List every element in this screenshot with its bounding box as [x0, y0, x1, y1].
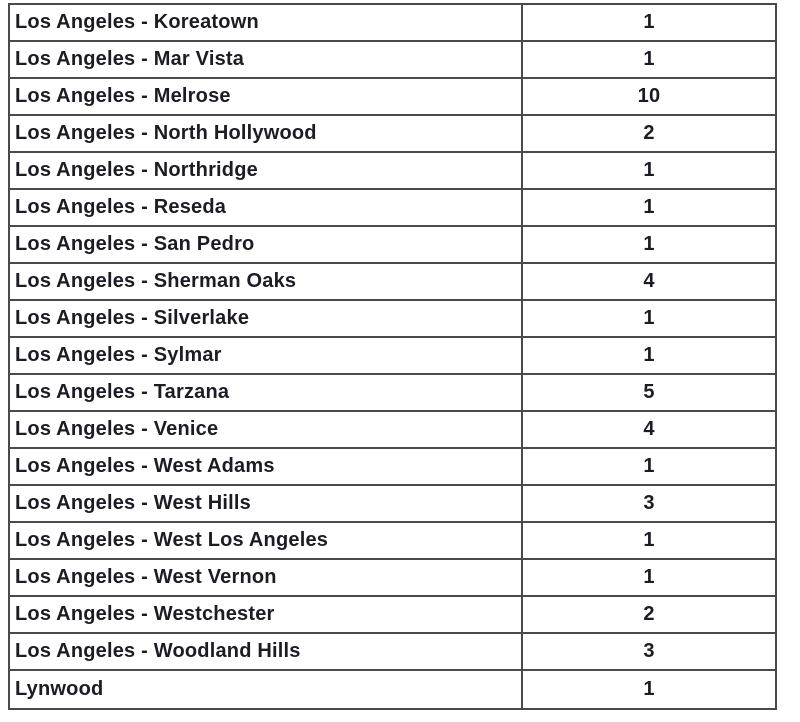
count-cell[interactable]: 1 [523, 338, 775, 373]
count-label: 5 [643, 381, 655, 403]
count-cell[interactable]: 1 [523, 190, 775, 225]
location-cell[interactable]: Los Angeles - Sylmar [10, 338, 523, 373]
location-cell[interactable]: Los Angeles - North Hollywood [10, 116, 523, 151]
table-row: Los Angeles - North Hollywood 2 [10, 116, 775, 153]
location-cell[interactable]: Los Angeles - Woodland Hills [10, 634, 523, 669]
count-label: 4 [643, 270, 655, 292]
location-label: Los Angeles - Silverlake [15, 307, 250, 329]
count-label: 1 [643, 529, 655, 551]
count-label: 1 [643, 159, 655, 181]
count-cell[interactable]: 10 [523, 79, 775, 114]
count-label: 1 [643, 233, 655, 255]
location-cell[interactable]: Los Angeles - Silverlake [10, 301, 523, 336]
table-row: Los Angeles - Tarzana 5 [10, 375, 775, 412]
count-label: 1 [643, 455, 655, 477]
count-cell[interactable]: 1 [523, 523, 775, 558]
table-row: Los Angeles - Reseda 1 [10, 190, 775, 227]
count-cell[interactable]: 5 [523, 375, 775, 410]
count-label: 1 [643, 344, 655, 366]
count-label: 10 [637, 85, 661, 107]
count-cell[interactable]: 1 [523, 301, 775, 336]
count-label: 1 [643, 566, 655, 588]
location-cell[interactable]: Los Angeles - West Vernon [10, 560, 523, 595]
location-cell[interactable]: Lynwood [10, 671, 523, 708]
location-label: Lynwood [15, 678, 104, 700]
location-cell[interactable]: Los Angeles - Mar Vista [10, 42, 523, 77]
location-label: Los Angeles - North Hollywood [15, 122, 317, 144]
table-row: Los Angeles - West Hills 3 [10, 486, 775, 523]
location-cell[interactable]: Los Angeles - Westchester [10, 597, 523, 632]
location-cell[interactable]: Los Angeles - West Adams [10, 449, 523, 484]
location-label: Los Angeles - West Los Angeles [15, 529, 329, 551]
location-label: Los Angeles - Northridge [15, 159, 258, 181]
count-cell[interactable]: 2 [523, 597, 775, 632]
count-cell[interactable]: 1 [523, 560, 775, 595]
location-cell[interactable]: Los Angeles - Reseda [10, 190, 523, 225]
count-label: 2 [643, 122, 655, 144]
table-row: Los Angeles - Woodland Hills 3 [10, 634, 775, 671]
table-row: Los Angeles - West Vernon 1 [10, 560, 775, 597]
count-label: 1 [643, 11, 655, 33]
location-label: Los Angeles - Sherman Oaks [15, 270, 297, 292]
count-cell[interactable]: 4 [523, 264, 775, 299]
table-row: Los Angeles - San Pedro 1 [10, 227, 775, 264]
location-label: Los Angeles - Westchester [15, 603, 275, 625]
count-cell[interactable]: 1 [523, 449, 775, 484]
table-row: Los Angeles - Mar Vista 1 [10, 42, 775, 79]
count-cell[interactable]: 3 [523, 634, 775, 669]
count-label: 2 [643, 603, 655, 625]
table-row: Los Angeles - Venice 4 [10, 412, 775, 449]
count-label: 1 [643, 196, 655, 218]
count-label: 1 [643, 678, 655, 700]
table-row: Los Angeles - Westchester 2 [10, 597, 775, 634]
table-row: Los Angeles - Sherman Oaks 4 [10, 264, 775, 301]
count-cell[interactable]: 1 [523, 227, 775, 262]
location-cell[interactable]: Los Angeles - San Pedro [10, 227, 523, 262]
location-label: Los Angeles - Reseda [15, 196, 227, 218]
count-label: 1 [643, 307, 655, 329]
count-label: 1 [643, 48, 655, 70]
count-cell[interactable]: 1 [523, 42, 775, 77]
location-label: Los Angeles - Venice [15, 418, 219, 440]
count-cell[interactable]: 1 [523, 153, 775, 188]
table-row: Los Angeles - Koreatown 1 [10, 5, 775, 42]
table-row: Los Angeles - Melrose 10 [10, 79, 775, 116]
table-row: Los Angeles - West Adams 1 [10, 449, 775, 486]
location-cell[interactable]: Los Angeles - Venice [10, 412, 523, 447]
location-cell[interactable]: Los Angeles - Northridge [10, 153, 523, 188]
location-cell[interactable]: Los Angeles - West Hills [10, 486, 523, 521]
location-label: Los Angeles - Sylmar [15, 344, 222, 366]
count-cell[interactable]: 2 [523, 116, 775, 151]
location-label: Los Angeles - Mar Vista [15, 48, 245, 70]
table-row: Los Angeles - Northridge 1 [10, 153, 775, 190]
location-cell[interactable]: Los Angeles - Tarzana [10, 375, 523, 410]
table-row: Los Angeles - Sylmar 1 [10, 338, 775, 375]
location-cell[interactable]: Los Angeles - Sherman Oaks [10, 264, 523, 299]
table-row: Los Angeles - Silverlake 1 [10, 301, 775, 338]
table-row: Los Angeles - West Los Angeles 1 [10, 523, 775, 560]
location-label: Los Angeles - West Hills [15, 492, 251, 514]
table-row: Lynwood 1 [10, 671, 775, 708]
count-cell[interactable]: 3 [523, 486, 775, 521]
location-label: Los Angeles - West Adams [15, 455, 275, 477]
count-label: 4 [643, 418, 655, 440]
location-label: Los Angeles - San Pedro [15, 233, 255, 255]
count-label: 3 [643, 640, 655, 662]
location-label: Los Angeles - Tarzana [15, 381, 230, 403]
location-label: Los Angeles - Koreatown [15, 11, 259, 33]
location-cell[interactable]: Los Angeles - West Los Angeles [10, 523, 523, 558]
count-cell[interactable]: 1 [523, 5, 775, 40]
count-label: 3 [643, 492, 655, 514]
location-label: Los Angeles - West Vernon [15, 566, 277, 588]
count-cell[interactable]: 4 [523, 412, 775, 447]
count-cell[interactable]: 1 [523, 671, 775, 708]
data-table: Los Angeles - Koreatown 1 Los Angeles - … [8, 3, 777, 710]
location-label: Los Angeles - Melrose [15, 85, 231, 107]
location-label: Los Angeles - Woodland Hills [15, 640, 301, 662]
location-cell[interactable]: Los Angeles - Melrose [10, 79, 523, 114]
location-cell[interactable]: Los Angeles - Koreatown [10, 5, 523, 40]
